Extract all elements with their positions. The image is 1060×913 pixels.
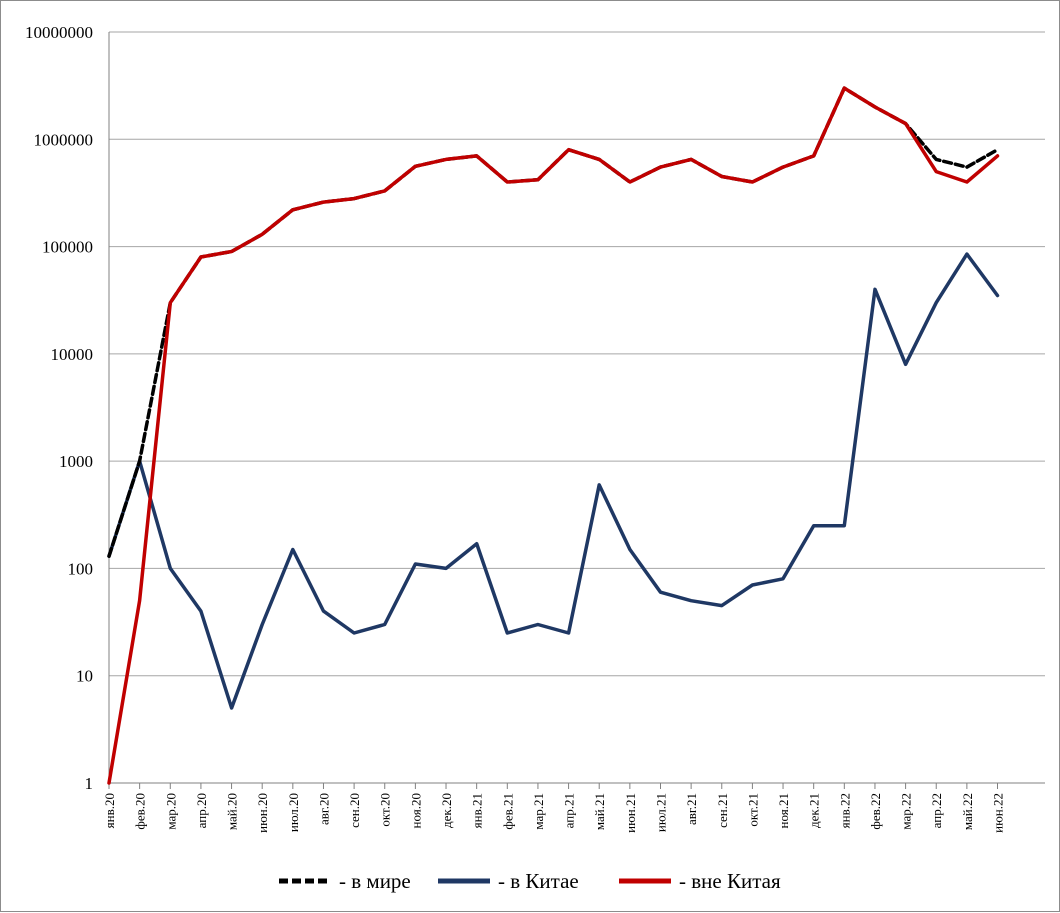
- y-tick-label: 1000000: [34, 130, 94, 149]
- y-axis-ticks: 1 10 100 1000 10000 100000 1000000 10000000: [25, 23, 93, 793]
- x-tick-label: апр.21: [562, 793, 577, 828]
- axes: [109, 32, 1045, 783]
- x-tick-label: мар.22: [899, 793, 914, 830]
- x-tick-label: янв.22: [837, 793, 852, 828]
- x-axis-ticks: янв.20 фев.20 мар.20 апр.20 май.20 июн.20 июл.…: [102, 783, 1006, 833]
- x-tick-label: ноя.20: [408, 793, 423, 828]
- x-tick-label: май.22: [960, 793, 975, 830]
- x-tick-label: июн.22: [991, 793, 1006, 833]
- series-lines: [109, 88, 998, 783]
- y-tick-label: 10000000: [25, 23, 93, 42]
- legend: - в мире - в Китае - вне Китая: [279, 869, 781, 893]
- y-tick-label: 100000: [42, 238, 93, 257]
- x-tick-label: сен.20: [347, 793, 362, 828]
- x-tick-label: май.21: [592, 793, 607, 830]
- x-tick-label: апр.20: [194, 793, 209, 828]
- x-tick-label: июл.20: [286, 793, 301, 832]
- x-tick-label: янв.20: [102, 793, 117, 828]
- x-tick-label: окт.20: [378, 793, 393, 827]
- x-tick-label: дек.21: [807, 793, 822, 828]
- x-tick-label: июн.20: [255, 793, 270, 833]
- x-tick-label: мар.20: [163, 793, 178, 830]
- legend-label: - в мире: [339, 869, 411, 893]
- y-tick-label: 1: [85, 774, 94, 793]
- y-tick-label: 1000: [59, 452, 93, 471]
- series-line-1: [109, 254, 998, 708]
- series-line-0: [109, 88, 998, 556]
- x-tick-label: окт.21: [745, 793, 760, 827]
- legend-label: - вне Китая: [679, 869, 781, 893]
- x-tick-label: апр.22: [929, 793, 944, 828]
- gridlines: [109, 32, 1045, 783]
- y-tick-label: 100: [68, 559, 94, 578]
- x-tick-label: фев.20: [133, 793, 148, 830]
- x-tick-label: мар.21: [531, 793, 546, 830]
- y-tick-label: 10000: [51, 345, 94, 364]
- x-tick-label: фев.21: [500, 793, 515, 830]
- x-tick-label: июл.21: [653, 793, 668, 832]
- x-tick-label: июн.21: [623, 793, 638, 833]
- x-tick-label: ноя.21: [776, 793, 791, 828]
- x-tick-label: дек.20: [439, 793, 454, 828]
- x-tick-label: авг.20: [316, 793, 331, 825]
- y-tick-label: 10: [76, 667, 93, 686]
- x-tick-label: фев.22: [868, 793, 883, 830]
- x-tick-label: янв.21: [470, 793, 485, 828]
- legend-label: - в Китае: [498, 869, 579, 893]
- x-tick-label: авг.21: [684, 793, 699, 825]
- x-tick-label: май.20: [225, 793, 240, 830]
- x-tick-label: сен.21: [715, 793, 730, 828]
